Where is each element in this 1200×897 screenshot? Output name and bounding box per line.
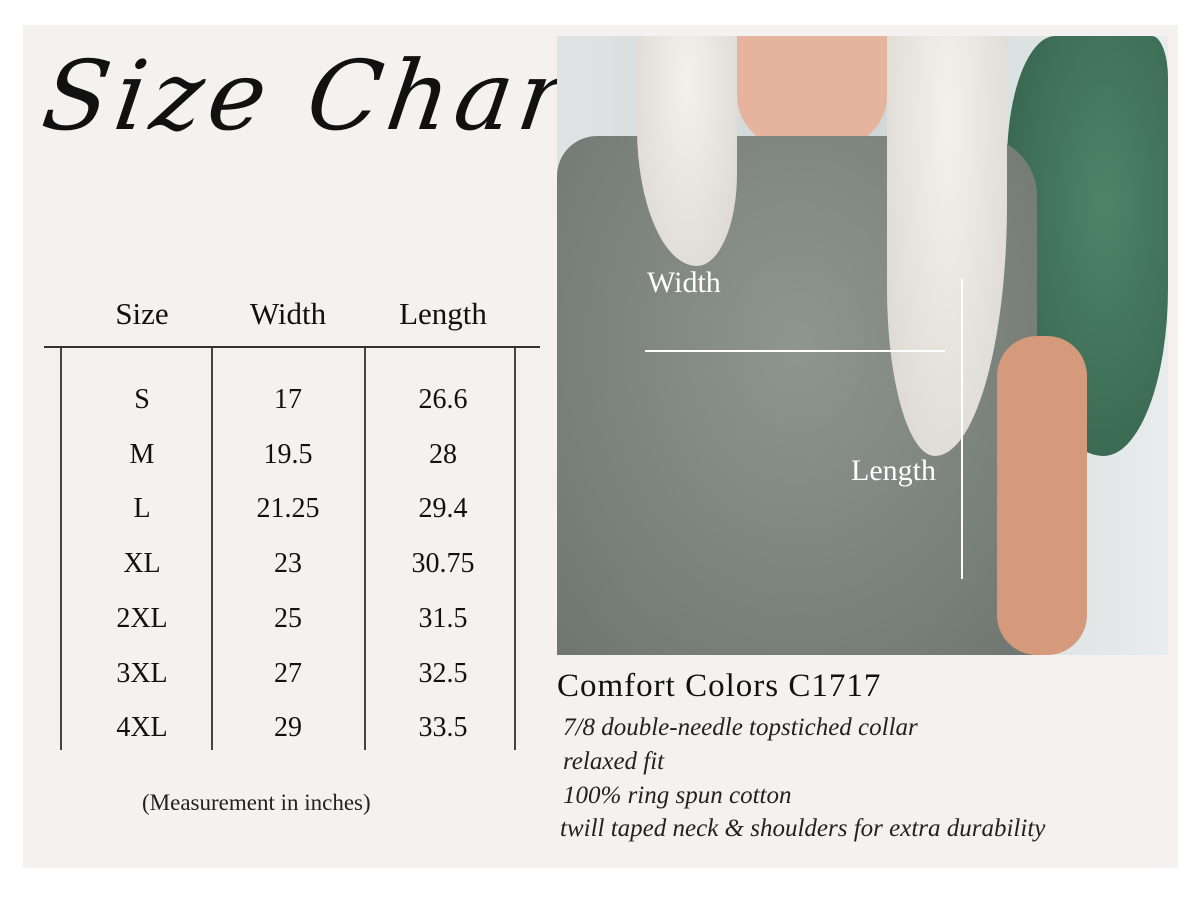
length-cell: 26.6	[418, 384, 468, 415]
size-chart-title: Size Chart	[36, 40, 624, 152]
feature-item: 7/8 double-needle topstiched collar	[563, 714, 918, 741]
header-divider	[44, 346, 540, 348]
product-name: Comfort Colors C1717	[557, 668, 882, 704]
feature-item: relaxed fit	[563, 748, 665, 775]
model-arm-image	[997, 336, 1087, 655]
feature-item: twill taped neck & shoulders for extra d…	[560, 815, 1046, 842]
length-arrow-icon	[961, 279, 963, 579]
measurement-note: (Measurement in inches)	[142, 790, 371, 815]
size-cell: XL	[123, 548, 161, 580]
size-cell: L	[133, 493, 151, 525]
column-divider	[211, 348, 213, 750]
header-size: Size	[115, 296, 169, 331]
column-divider	[60, 348, 62, 750]
column-divider	[364, 348, 366, 750]
length-cell: 30.75	[411, 548, 475, 580]
width-cell: 23	[274, 548, 302, 580]
width-cell: 27	[274, 657, 302, 689]
length-label: Length	[851, 454, 936, 487]
length-cell: 28	[429, 438, 457, 470]
width-cell: 17	[274, 384, 302, 415]
size-cell: S	[134, 384, 150, 415]
width-arrow-icon	[645, 350, 945, 352]
size-cell: 3XL	[116, 657, 168, 689]
width-cell: 21.25	[256, 493, 320, 525]
width-cell: 25	[274, 602, 302, 634]
length-cell: 31.5	[418, 602, 468, 634]
size-cell: 4XL	[116, 712, 168, 744]
size-cell: 2XL	[116, 602, 168, 634]
width-cell: 19.5	[263, 438, 313, 470]
size-cell: M	[129, 438, 155, 470]
width-label: Width	[647, 266, 721, 299]
width-cell: 29	[274, 712, 302, 744]
header-length: Length	[399, 296, 487, 331]
column-divider	[514, 348, 516, 750]
product-photo: Width Length	[557, 36, 1168, 655]
header-width: Width	[249, 296, 327, 331]
length-cell: 29.4	[418, 493, 468, 525]
length-cell: 33.5	[418, 712, 468, 744]
feature-item: 100% ring spun cotton	[563, 782, 792, 809]
length-cell: 32.5	[418, 657, 468, 689]
